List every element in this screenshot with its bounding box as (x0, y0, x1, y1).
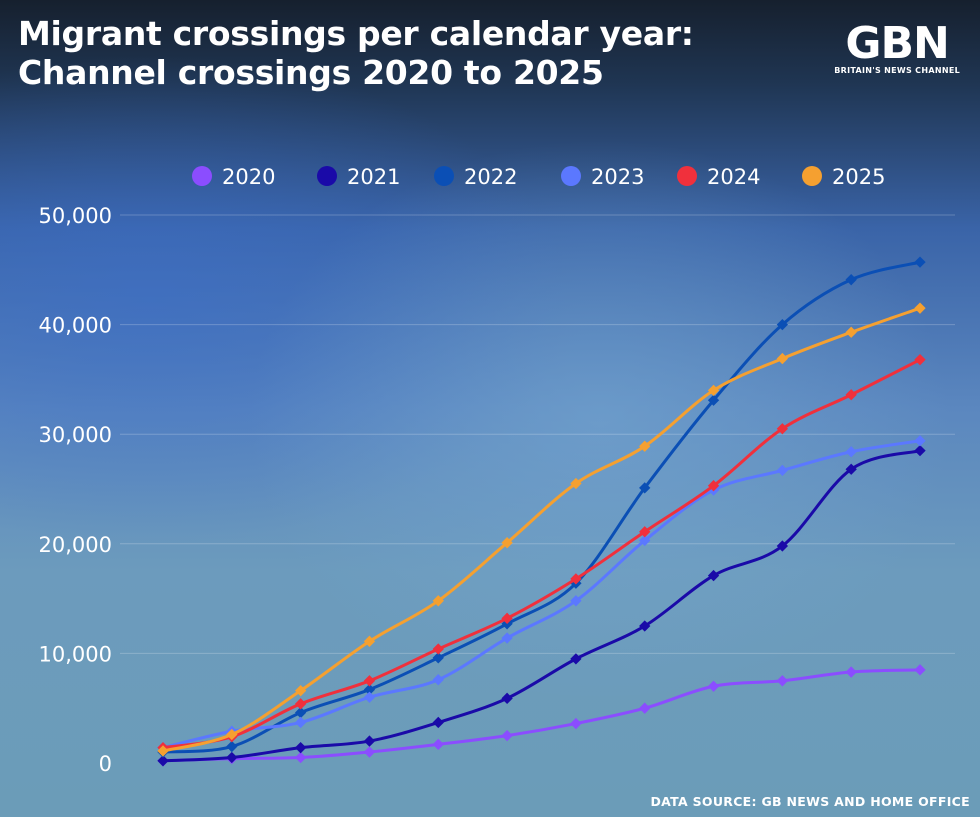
chart-title: Migrant crossings per calendar year: Cha… (18, 14, 694, 92)
y-tick-label: 10,000 (39, 642, 112, 666)
data-point-2024 (570, 573, 582, 585)
legend-swatch (192, 166, 212, 186)
data-point-2023 (432, 674, 444, 686)
legend-swatch (434, 166, 454, 186)
data-point-2020 (294, 751, 307, 764)
data-point-2024 (501, 612, 513, 624)
logo-mark: GBN (845, 18, 949, 69)
legend-swatch (561, 166, 581, 186)
data-point-2021 (157, 755, 169, 767)
data-point-2021 (914, 444, 926, 457)
data-point-2021 (570, 653, 582, 665)
legend-swatch (677, 166, 697, 186)
data-point-2023 (570, 595, 582, 607)
data-point-2024 (363, 675, 376, 687)
data-point-2024 (776, 423, 789, 435)
data-point-2020 (363, 746, 376, 758)
data-point-2025 (776, 352, 789, 365)
series-line-2025 (162, 306, 921, 753)
logo-tagline: BRITAIN'S NEWS CHANNEL (834, 66, 960, 75)
data-point-2024 (432, 643, 444, 655)
data-point-2025 (294, 685, 307, 697)
data-point-2023 (294, 716, 307, 729)
data-point-2024 (294, 698, 307, 710)
data-source: DATA SOURCE: GB NEWS AND HOME OFFICE (650, 794, 970, 809)
y-tick-label: 30,000 (39, 423, 112, 447)
data-point-2024 (914, 354, 926, 366)
legend-label: 2025 (832, 165, 885, 189)
data-point-2021 (432, 716, 444, 729)
data-point-2025 (157, 745, 169, 757)
data-point-2023 (914, 435, 926, 447)
y-tick-label: 20,000 (39, 533, 112, 557)
data-point-2023 (639, 534, 651, 547)
data-point-2020 (570, 717, 582, 730)
data-point-2022 (707, 394, 720, 406)
data-point-2021 (776, 540, 789, 552)
data-point-2025 (363, 635, 376, 648)
data-point-2025 (639, 440, 651, 452)
data-point-2024 (707, 480, 720, 492)
data-point-2020 (776, 675, 789, 687)
gbn-logo: GBN BRITAIN'S NEWS CHANNEL (834, 18, 960, 76)
legend-swatch (802, 166, 822, 186)
legend-label: 2021 (347, 165, 400, 189)
title-line-2: Channel crossings 2020 to 2025 (18, 53, 604, 92)
data-point-2020 (845, 666, 857, 678)
data-point-2020 (501, 729, 513, 742)
y-tick-label: 0 (99, 752, 112, 776)
series-line-2023 (162, 439, 921, 750)
data-point-2021 (845, 463, 857, 475)
data-point-2022 (226, 740, 238, 753)
data-point-2021 (363, 735, 376, 747)
series-line-2020 (162, 668, 921, 763)
series-line-2024 (162, 358, 921, 750)
legend-label: 2022 (464, 165, 517, 189)
data-point-2025 (845, 326, 857, 338)
data-point-2021 (226, 751, 238, 764)
data-point-2025 (914, 302, 926, 314)
data-point-2025 (432, 595, 444, 607)
legend-swatch (317, 166, 337, 186)
data-point-2022 (294, 706, 307, 719)
data-point-2023 (776, 464, 789, 477)
data-point-2020 (432, 738, 444, 751)
data-point-2021 (707, 569, 720, 582)
title-line-1: Migrant crossings per calendar year: (18, 14, 694, 53)
data-point-2025 (570, 477, 582, 490)
legend-label: 2024 (707, 165, 760, 189)
data-point-2024 (845, 389, 857, 401)
legend-label: 2020 (222, 165, 275, 189)
data-point-2023 (501, 632, 513, 644)
data-point-2022 (776, 318, 789, 331)
data-point-2023 (363, 691, 376, 703)
data-point-2020 (707, 680, 720, 692)
data-point-2023 (845, 446, 857, 458)
data-point-2025 (501, 537, 513, 549)
data-point-2024 (639, 526, 651, 538)
data-point-2025 (226, 728, 238, 741)
data-point-2022 (639, 482, 651, 494)
data-point-2022 (363, 683, 376, 696)
data-point-2021 (294, 741, 307, 754)
data-point-2020 (914, 664, 926, 676)
data-point-2020 (639, 702, 651, 714)
data-point-2021 (639, 620, 651, 632)
y-tick-label: 50,000 (39, 204, 112, 228)
data-point-2021 (501, 692, 513, 704)
data-point-2025 (707, 384, 720, 397)
data-point-2022 (914, 256, 926, 268)
data-point-2022 (432, 652, 444, 664)
y-tick-label: 40,000 (39, 314, 112, 338)
legend-label: 2023 (591, 165, 644, 189)
data-point-2022 (845, 274, 857, 286)
